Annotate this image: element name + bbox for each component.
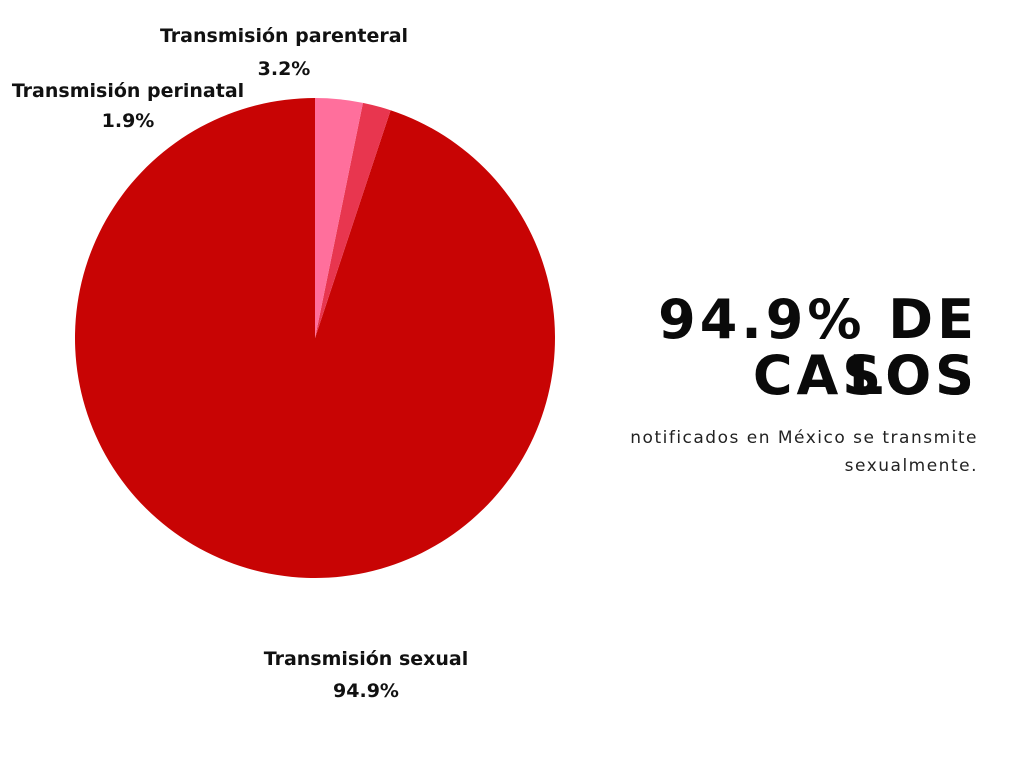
subtitle: notificados en México se transmite sexua… [548,424,978,480]
slice-label: Transmisión parenteral [160,25,408,47]
subtitle-line-2: sexualmente. [844,456,978,476]
subtitle-line-1: notificados en México se transmite [630,428,978,448]
slice-value-label: 94.9% [333,680,399,702]
slice-label: Transmisión perinatal [12,80,244,102]
pie-slice-transmisión-parenteral [315,98,363,338]
headline-line-2: CASOS [752,344,978,407]
headline-line-1: 94.9% DE LOS [658,288,978,407]
slice-label: Transmisión sexual [264,648,469,670]
slice-value-label: 1.9% [102,110,155,132]
pie-labels: Transmisión sexual 94.9% Transmisión perin… [12,25,468,702]
pie-slices [74,98,555,579]
slice-value-label: 3.2% [258,58,311,80]
pie-slice-transmisión-sexual [74,98,555,579]
pie-slice-transmisión-perinatal [315,102,391,338]
